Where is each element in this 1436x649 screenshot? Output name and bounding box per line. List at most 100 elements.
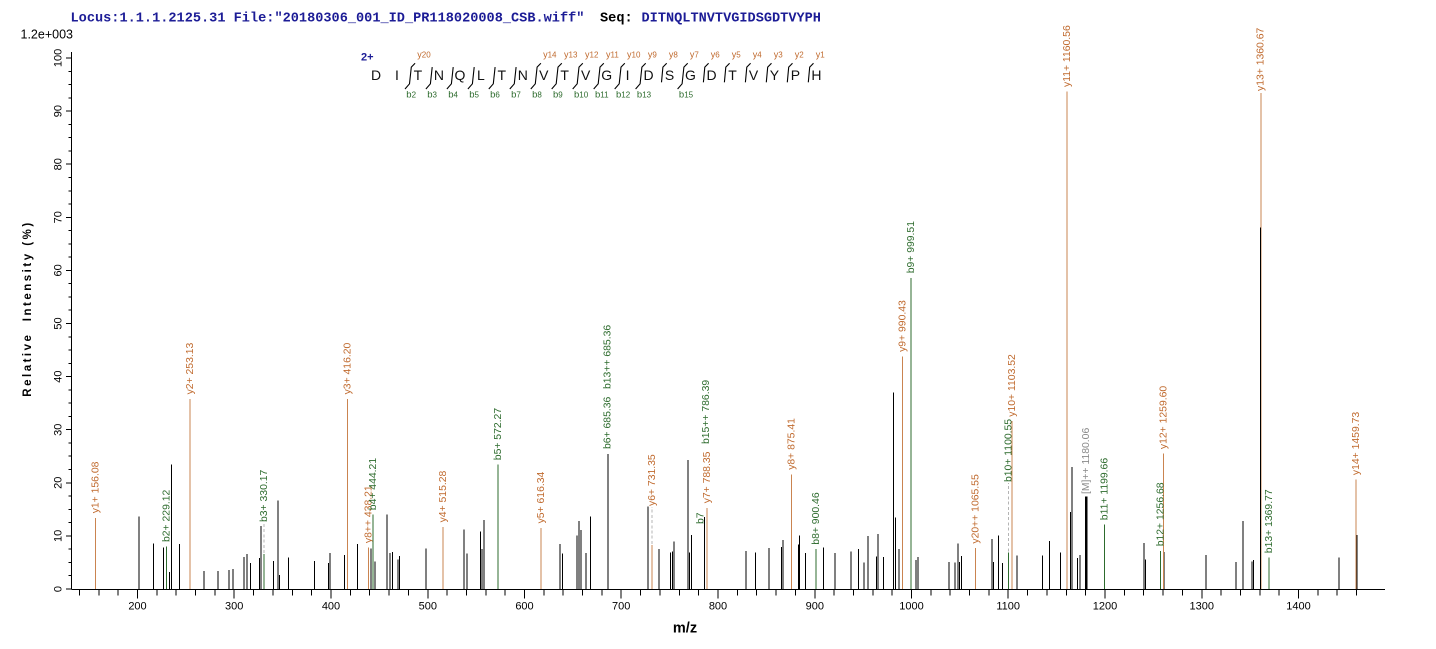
svg-text:700: 700: [612, 601, 630, 613]
svg-text:y1: y1: [816, 50, 826, 60]
svg-text:y11+ 1160.56: y11+ 1160.56: [1062, 25, 1073, 87]
svg-text:D: D: [644, 67, 654, 83]
svg-text:b11+ 1199.66: b11+ 1199.66: [1100, 458, 1111, 521]
svg-text:1.2e+003: 1.2e+003: [21, 28, 74, 42]
svg-text:b15++ 786.39: b15++ 786.39: [701, 380, 712, 444]
svg-text:500: 500: [419, 601, 437, 613]
svg-text:b13: b13: [637, 90, 652, 101]
svg-text:Seq:: Seq:: [600, 12, 633, 27]
svg-text:1200: 1200: [1093, 601, 1117, 613]
svg-text:I: I: [395, 67, 399, 83]
svg-text:300: 300: [225, 601, 243, 613]
svg-text:y12+ 1259.60: y12+ 1259.60: [1158, 386, 1169, 449]
svg-text:b4+ 444.21: b4+ 444.21: [368, 458, 379, 511]
svg-text:D: D: [706, 67, 716, 83]
svg-text:y10+ 1103.52: y10+ 1103.52: [1007, 354, 1018, 417]
svg-text:b5: b5: [469, 90, 479, 101]
svg-text:b2: b2: [406, 90, 416, 101]
svg-text:y7: y7: [690, 50, 700, 60]
svg-text:1000: 1000: [899, 601, 923, 613]
svg-text:y10: y10: [627, 50, 641, 60]
svg-text:b11: b11: [595, 90, 609, 101]
svg-text:70: 70: [53, 211, 65, 223]
svg-text:b9: b9: [553, 90, 563, 101]
svg-text:y3+ 416.20: y3+ 416.20: [342, 342, 353, 394]
svg-text:100: 100: [53, 49, 65, 67]
svg-text:y4+ 515.28: y4+ 515.28: [438, 470, 449, 522]
svg-text:20: 20: [53, 477, 65, 489]
svg-text:10: 10: [53, 530, 65, 542]
svg-text:N: N: [518, 67, 528, 83]
svg-text:y5: y5: [732, 50, 742, 60]
svg-text:b8+ 900.46: b8+ 900.46: [811, 492, 822, 545]
svg-text:800: 800: [709, 601, 727, 613]
svg-text:[M]++ 1180.06: [M]++ 1180.06: [1081, 428, 1092, 494]
svg-text:Y: Y: [770, 67, 780, 83]
svg-text:V: V: [581, 67, 591, 83]
svg-text:y14+ 1459.73: y14+ 1459.73: [1351, 412, 1362, 475]
svg-text:b13++ 685.36: b13++ 685.36: [603, 325, 614, 389]
svg-text:b5+ 572.27: b5+ 572.27: [493, 408, 504, 461]
svg-text:y14: y14: [543, 50, 557, 60]
svg-text:b6: b6: [490, 90, 500, 101]
svg-text:b4: b4: [448, 90, 458, 101]
svg-text:b13+ 1369.77: b13+ 1369.77: [1264, 489, 1275, 553]
svg-text:b12: b12: [616, 90, 631, 101]
svg-text:m/z: m/z: [673, 621, 697, 637]
svg-text:y8++ 438.21: y8++ 438.21: [364, 485, 375, 543]
svg-text:H: H: [811, 67, 821, 83]
svg-text:90: 90: [53, 105, 65, 117]
svg-text:G: G: [685, 67, 696, 83]
svg-text:T: T: [414, 67, 423, 83]
svg-text:b9+ 999.51: b9+ 999.51: [906, 221, 917, 274]
svg-text:P: P: [791, 67, 800, 83]
svg-text:y9: y9: [648, 50, 658, 60]
svg-text:Relative Intensity (%): Relative Intensity (%): [22, 220, 34, 396]
svg-text:b2+ 229.12: b2+ 229.12: [161, 489, 172, 542]
svg-text:Q: Q: [454, 67, 465, 83]
svg-text:V: V: [749, 67, 759, 83]
svg-text:1100: 1100: [996, 601, 1020, 613]
svg-text:30: 30: [53, 424, 65, 436]
svg-text:G: G: [601, 67, 612, 83]
svg-text:y6+ 731.35: y6+ 731.35: [647, 454, 658, 506]
svg-text:T: T: [560, 67, 569, 83]
svg-text:y9+ 990.43: y9+ 990.43: [898, 300, 909, 352]
svg-text:D: D: [371, 67, 381, 83]
svg-text:y2: y2: [795, 50, 805, 60]
svg-text:2+: 2+: [361, 52, 374, 64]
svg-text:y20++ 1065.55: y20++ 1065.55: [971, 474, 982, 544]
svg-text:V: V: [539, 67, 549, 83]
svg-text:y13+ 1360.67: y13+ 1360.67: [1255, 28, 1266, 91]
svg-text:b3+ 330.17: b3+ 330.17: [259, 469, 270, 522]
svg-text:1300: 1300: [1190, 601, 1214, 613]
svg-text:900: 900: [806, 601, 824, 613]
svg-text:y7+ 788.35: y7+ 788.35: [702, 451, 713, 503]
svg-text:y11: y11: [606, 50, 619, 60]
svg-text:Locus:1.1.1.2125.31 File:"2018: Locus:1.1.1.2125.31 File:"20180306_001_I…: [71, 12, 585, 27]
svg-text:b7: b7: [511, 90, 521, 101]
svg-text:b8: b8: [532, 90, 542, 101]
svg-text:y2+ 253.13: y2+ 253.13: [185, 342, 196, 394]
svg-text:b12+ 1256.68: b12+ 1256.68: [1155, 482, 1166, 546]
svg-text:40: 40: [53, 370, 65, 382]
svg-text:60: 60: [53, 264, 65, 276]
svg-text:400: 400: [322, 601, 340, 613]
svg-text:y8+ 875.41: y8+ 875.41: [786, 418, 797, 470]
svg-text:y1+ 156.08: y1+ 156.08: [91, 461, 102, 513]
svg-text:DITNQLTNVTVGIDSGDTVYPH: DITNQLTNVTVGIDSGDTVYPH: [642, 12, 821, 27]
svg-text:b3: b3: [427, 90, 437, 101]
svg-text:y3: y3: [774, 50, 784, 60]
svg-text:y13: y13: [564, 50, 578, 60]
svg-text:N: N: [434, 67, 444, 83]
svg-text:600: 600: [515, 601, 533, 613]
svg-text:y4: y4: [753, 50, 763, 60]
svg-text:S: S: [665, 67, 674, 83]
svg-text:b7: b7: [696, 512, 707, 524]
svg-text:b10+ 1100.55: b10+ 1100.55: [1004, 419, 1015, 482]
svg-text:50: 50: [53, 317, 65, 329]
svg-text:b6+ 685.36: b6+ 685.36: [603, 396, 614, 449]
svg-text:T: T: [498, 67, 507, 83]
svg-text:200: 200: [128, 601, 146, 613]
svg-text:b15: b15: [679, 90, 694, 101]
